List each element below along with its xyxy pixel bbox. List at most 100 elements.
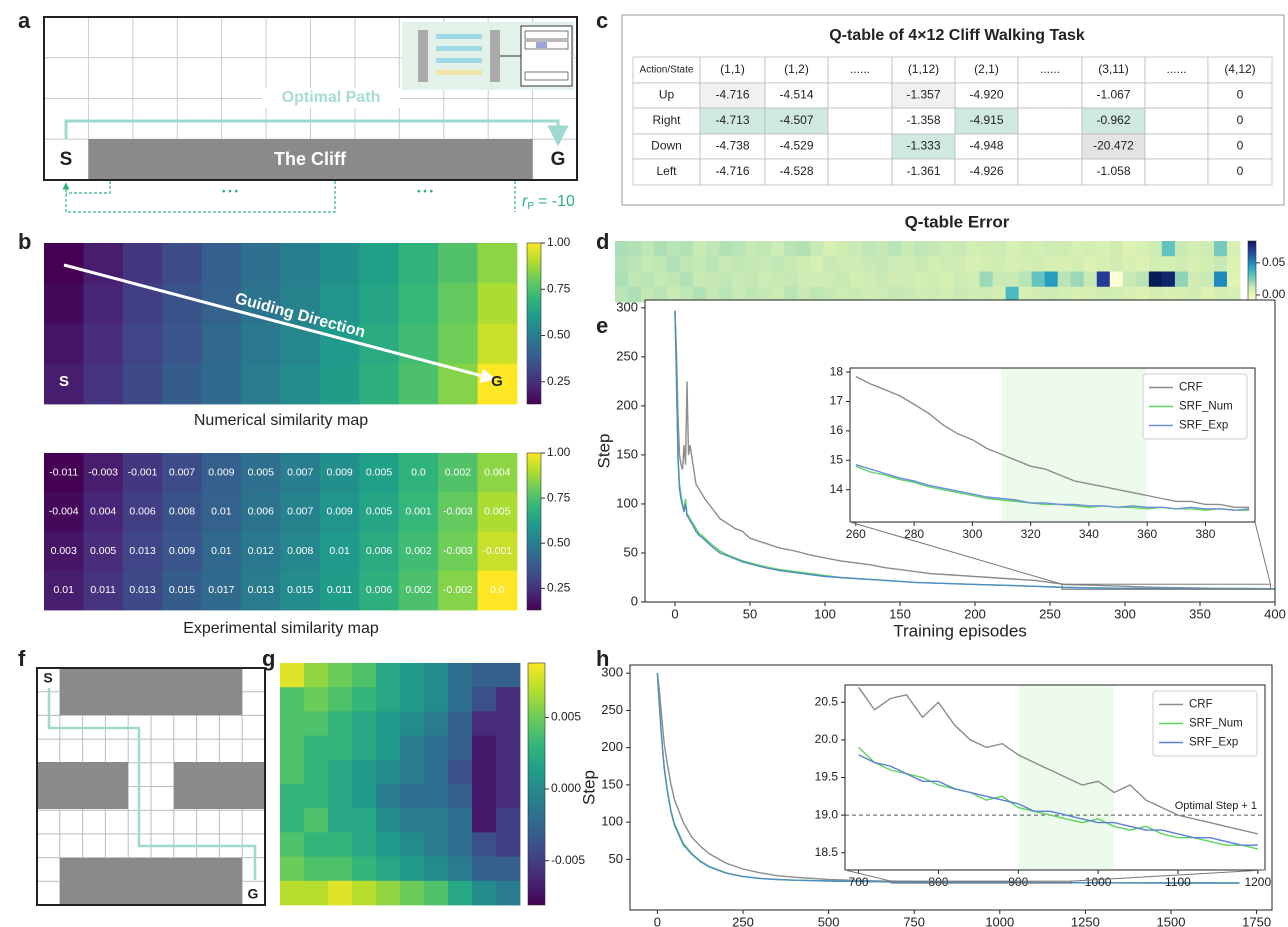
table-cell bbox=[1081, 133, 1146, 160]
heatmap-cell bbox=[438, 492, 478, 532]
heatmap-cell bbox=[992, 286, 1007, 303]
heatmap-cell bbox=[1174, 271, 1189, 288]
heatmap-cell bbox=[162, 363, 203, 405]
cell-label: 0.013 bbox=[129, 545, 155, 557]
heatmap-cell bbox=[438, 531, 478, 572]
heatmap-cell bbox=[398, 323, 439, 365]
x-tick-label: 800 bbox=[928, 875, 948, 889]
heatmap-cell bbox=[424, 687, 449, 712]
start-label: S bbox=[43, 670, 52, 686]
table-value: -4.915 bbox=[969, 113, 1003, 127]
heatmap-cell bbox=[400, 808, 425, 833]
heatmap-cell bbox=[280, 453, 321, 493]
heatmap-cell bbox=[823, 286, 837, 303]
heatmap-cell bbox=[1031, 256, 1046, 272]
table-cell bbox=[632, 107, 701, 135]
heatmap-cell bbox=[438, 453, 478, 493]
heatmap-cell bbox=[745, 286, 759, 303]
heatmap-cell bbox=[496, 784, 521, 809]
heatmap-cell bbox=[359, 531, 400, 572]
heatmap-cell bbox=[1005, 241, 1020, 257]
y-tick-label: 100 bbox=[616, 495, 638, 510]
heatmap-cell bbox=[496, 856, 521, 882]
heatmap-cell bbox=[304, 856, 329, 882]
x-tick-label: 1000 bbox=[985, 914, 1014, 927]
heatmap-cell bbox=[680, 286, 694, 303]
heatmap-cell bbox=[472, 759, 497, 785]
heatmap-cell bbox=[328, 832, 353, 857]
row-header: Up bbox=[659, 88, 675, 102]
penalty-symbol: r bbox=[522, 193, 528, 210]
heatmap-cell bbox=[352, 759, 377, 785]
series-line bbox=[858, 686, 1258, 835]
colorbar-tick-label: 0.75 bbox=[547, 490, 571, 504]
cell-label: -0.003 bbox=[443, 506, 473, 518]
heatmap-cell bbox=[328, 735, 353, 761]
heatmap-cell bbox=[83, 363, 124, 405]
heatmap-cell bbox=[888, 286, 902, 303]
heatmap-cell bbox=[201, 492, 242, 532]
heatmap-cell bbox=[201, 570, 242, 611]
cell-label: 0.005 bbox=[366, 466, 392, 478]
ellipsis: • • • bbox=[222, 187, 239, 198]
heatmap-cell bbox=[477, 243, 518, 284]
heatmap-cell bbox=[280, 687, 305, 712]
table-cell bbox=[1017, 56, 1083, 84]
x-tick-label: 1100 bbox=[1165, 875, 1191, 889]
series-line bbox=[855, 375, 1250, 508]
heatmap-cell bbox=[400, 759, 425, 785]
table-value: -1.357 bbox=[906, 88, 940, 102]
table-title: Q-table of 4×12 Cliff Walking Task bbox=[829, 27, 1085, 44]
x-tick-label: 0 bbox=[671, 606, 678, 621]
x-tick-label: 250 bbox=[732, 914, 754, 927]
heatmap-cell bbox=[771, 241, 785, 257]
heatmap-cell bbox=[400, 711, 425, 736]
x-tick-label: 260 bbox=[846, 527, 866, 541]
colorbar-tick-label: 0.05 bbox=[1262, 255, 1286, 269]
chart-caption: Experimental similarity map bbox=[183, 620, 379, 637]
colorbar-tick-label: 1.00 bbox=[547, 235, 571, 249]
heatmap-cell bbox=[732, 256, 746, 272]
table-cell bbox=[1017, 82, 1083, 109]
heatmap-cell bbox=[1083, 271, 1098, 288]
heatmap-cell bbox=[1018, 256, 1033, 272]
guide-arrow bbox=[63, 263, 496, 383]
heatmap-cell bbox=[849, 271, 863, 288]
heatmap-cell bbox=[162, 323, 203, 365]
table-cell bbox=[1017, 158, 1083, 186]
heatmap-cell bbox=[319, 453, 360, 493]
heatmap-cell bbox=[376, 711, 401, 736]
penalty-subscript: P bbox=[527, 201, 534, 212]
heatmap-cell bbox=[966, 256, 980, 272]
heatmap-cell bbox=[448, 735, 473, 761]
column-header: (3,11) bbox=[1098, 62, 1128, 76]
plot-frame bbox=[849, 367, 1256, 523]
heatmap-cell bbox=[1213, 256, 1228, 272]
heatmap-cell bbox=[398, 363, 439, 405]
heatmap-cell bbox=[667, 241, 681, 257]
reference-label: Optimal Step + 1 bbox=[1175, 800, 1257, 812]
heatmap-cell bbox=[875, 286, 889, 303]
table-cell bbox=[764, 82, 829, 109]
heatmap-cell bbox=[328, 856, 353, 882]
cell-label: 0.007 bbox=[287, 506, 313, 518]
column-header: (1,12) bbox=[908, 62, 939, 76]
cell-label: 0.007 bbox=[169, 466, 195, 478]
heatmap-cell bbox=[719, 271, 733, 288]
heatmap-cell bbox=[758, 271, 772, 288]
heatmap-cell bbox=[201, 531, 242, 572]
heatmap-cell bbox=[862, 256, 876, 272]
table-value: -4.920 bbox=[969, 88, 1003, 102]
maze-path bbox=[47, 688, 257, 880]
heatmap-cell bbox=[953, 271, 967, 288]
heatmap-cell bbox=[810, 241, 824, 257]
heatmap-cell bbox=[1031, 241, 1046, 257]
cell-label: -0.011 bbox=[49, 466, 78, 478]
y-tick-label: 14 bbox=[830, 482, 844, 496]
table-value: -4.716 bbox=[715, 88, 749, 102]
heatmap-cell bbox=[448, 880, 473, 906]
heatmap-cell bbox=[849, 241, 863, 257]
goal-label: G bbox=[248, 886, 259, 902]
heatmap-cell bbox=[1200, 241, 1215, 257]
y-tick-label: 18.5 bbox=[815, 845, 839, 859]
